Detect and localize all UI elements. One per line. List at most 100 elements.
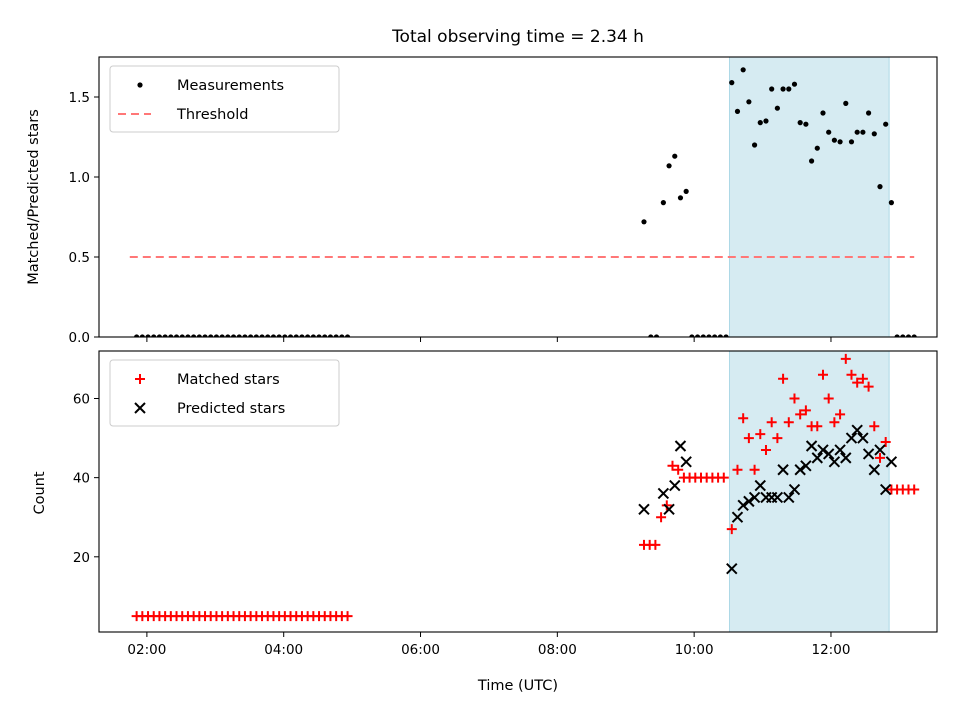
matched-star-marker — [738, 413, 749, 424]
measurement-point — [179, 334, 185, 337]
matched-star-marker — [673, 464, 684, 475]
bottom-x-tick-label: 04:00 — [264, 642, 303, 658]
matched-star-marker — [755, 429, 766, 440]
measurement-point — [865, 110, 872, 116]
matched-star-marker — [342, 611, 353, 622]
matched-star-marker — [667, 460, 678, 471]
predicted-star-marker — [800, 460, 812, 472]
measurement-point — [242, 334, 248, 337]
measurement-point — [641, 219, 647, 225]
predicted-star-marker — [885, 456, 898, 468]
measurement-point — [791, 81, 798, 87]
measurement-point — [905, 334, 912, 337]
measurement-point — [225, 334, 231, 337]
measurement-point — [333, 334, 339, 337]
chart-title: Total observing time = 2.34 h — [391, 27, 644, 47]
predicted-star-marker — [663, 503, 675, 516]
measurement-point — [746, 99, 752, 105]
measurement-point — [729, 80, 735, 86]
x-axis-label: Time (UTC) — [477, 678, 558, 694]
measurement-point — [854, 129, 860, 135]
measurement-point — [677, 195, 684, 201]
measurement-point — [740, 67, 746, 73]
measurement-point — [208, 334, 214, 337]
top-y-tick-label: 1.5 — [69, 90, 90, 106]
legend-matched-marker — [135, 374, 145, 384]
bottom-x-tick-label: 12:00 — [812, 642, 851, 658]
predicted-star-marker — [845, 432, 858, 444]
measurement-point — [877, 184, 883, 190]
measurement-point — [151, 334, 157, 337]
predicted-star-marker — [840, 452, 852, 464]
matched-star-marker — [852, 377, 863, 388]
predicted-star-marker — [862, 448, 875, 460]
bottom-y-tick-label: 60 — [73, 391, 90, 407]
matched-star-marker — [829, 417, 840, 428]
predicted-star-marker — [777, 464, 789, 476]
measurement-point — [706, 334, 712, 337]
measurement-point — [672, 153, 678, 159]
measurement-point — [653, 334, 660, 337]
measurement-point — [826, 129, 832, 135]
predicted-star-marker — [657, 487, 670, 500]
matched-star-marker — [749, 464, 760, 475]
measurement-point — [139, 334, 145, 337]
matched-star-marker — [760, 444, 771, 455]
measurement-point — [712, 334, 718, 337]
measurement-point — [191, 334, 197, 337]
top-panel: 0.0 0.5 1.0 1.5 Measurements Threshold — [69, 56, 938, 346]
matched-star-marker — [812, 421, 823, 432]
measurement-point — [344, 334, 351, 337]
matched-star-marker — [823, 393, 834, 404]
measurement-point — [683, 188, 689, 194]
measurement-point — [196, 334, 202, 337]
bottom-x-tick-label: 06:00 — [401, 642, 440, 658]
bottom-x-tick-label: 02:00 — [127, 642, 166, 658]
matched-star-marker — [817, 369, 828, 380]
predicted-star-marker — [771, 491, 784, 504]
bottom-highlight-span — [728, 350, 890, 633]
matched-star-marker — [909, 484, 920, 495]
top-highlight-span — [728, 56, 890, 338]
matched-star-marker — [718, 472, 729, 483]
top-y-tick-label: 1.0 — [69, 170, 90, 186]
matched-star-marker — [840, 353, 851, 364]
top-y-axis-label: Matched/Predicted stars — [26, 109, 42, 285]
matched-star-marker — [857, 373, 868, 384]
predicted-star-marker — [748, 491, 761, 504]
matched-star-marker — [846, 369, 857, 380]
measurement-point — [751, 142, 758, 148]
measurement-point — [837, 139, 843, 145]
measurement-point — [900, 334, 906, 337]
measurement-point — [757, 120, 763, 126]
legend-label: Measurements — [177, 78, 284, 94]
measurement-point — [282, 334, 288, 337]
legend-label: Matched stars — [177, 372, 280, 388]
matched-star-marker — [800, 405, 811, 416]
predicted-star-marker — [879, 483, 892, 496]
bottom-x-tick-label: 08:00 — [538, 642, 577, 658]
measurement-point — [774, 105, 780, 111]
measurement-point — [230, 334, 237, 337]
top-marks — [129, 67, 917, 337]
measurement-point — [814, 145, 820, 151]
predicted-star-marker — [794, 464, 806, 476]
bottom-x-tick-label: 10:00 — [675, 642, 714, 658]
measurement-point — [327, 334, 334, 337]
measurement-point — [145, 334, 151, 337]
measurement-point — [723, 334, 729, 337]
bottom-y-tick-label: 40 — [73, 471, 90, 487]
top-y-tick-label: 0.5 — [69, 250, 90, 266]
measurement-point — [185, 334, 191, 337]
measurement-point — [236, 334, 242, 337]
predicted-star-marker — [737, 499, 749, 512]
measurement-point — [339, 334, 345, 337]
measurement-point — [293, 334, 299, 337]
measurement-point — [820, 110, 826, 116]
measurement-point — [202, 334, 208, 337]
legend-label: Predicted stars — [177, 401, 285, 417]
measurement-point — [173, 334, 180, 337]
matched-star-marker — [661, 500, 672, 511]
matched-star-marker — [656, 512, 667, 523]
